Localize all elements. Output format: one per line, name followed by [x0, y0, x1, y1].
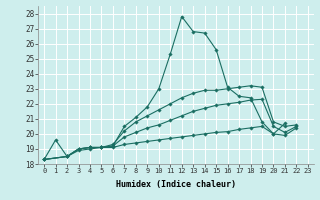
X-axis label: Humidex (Indice chaleur): Humidex (Indice chaleur)	[116, 180, 236, 189]
